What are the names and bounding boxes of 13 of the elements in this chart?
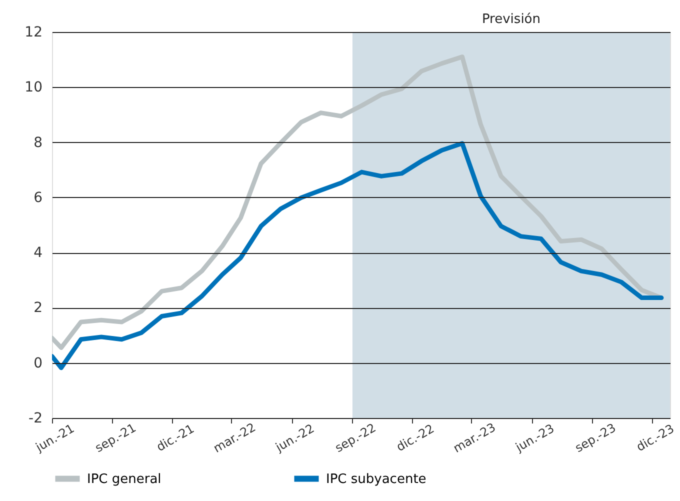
- line-series: [52, 54, 664, 350]
- y-tick-label: 2: [34, 300, 42, 316]
- y-tick-label: 10: [24, 80, 42, 96]
- y-tick-label: 4: [34, 245, 43, 262]
- legend-label: IPC general: [87, 472, 162, 487]
- legend-label: IPC subyacente: [326, 472, 426, 487]
- band-label: Previsión: [482, 12, 541, 27]
- y-tick-label: 12: [24, 24, 42, 40]
- line-series: [52, 141, 664, 370]
- y-tick-label: 0: [34, 355, 42, 372]
- y-tick-label: 8: [34, 134, 42, 151]
- y-tick-label: -2: [28, 410, 42, 426]
- y-tick-label: 6: [34, 190, 43, 206]
